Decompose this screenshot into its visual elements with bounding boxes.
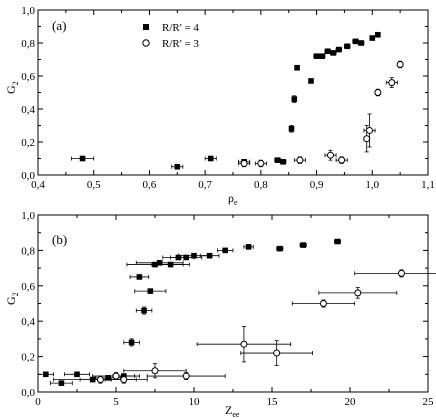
y-tick-label-b: 1,0: [21, 210, 35, 222]
data-point-circle: [240, 340, 248, 348]
data-point-square: [308, 78, 314, 84]
y-tick-label-a: 0,0: [21, 170, 35, 182]
plot-frame-b: [37, 214, 429, 393]
data-point-square: [330, 50, 337, 56]
data-point-square: [274, 157, 281, 163]
data-point-circle: [240, 159, 248, 167]
legend: R/R' = 4 R/R' = 3: [142, 22, 199, 50]
data-point-circle: [151, 367, 159, 375]
data-point-circle: [120, 376, 128, 384]
x-tick-label-a: 0,5: [87, 179, 101, 191]
data-point-square: [245, 244, 252, 250]
plot-frame-a: [37, 9, 429, 176]
y-tick-label-a: 0,6: [21, 71, 35, 83]
data-point-circle: [182, 372, 190, 380]
data-point-circle: [388, 79, 396, 87]
data-point-circle: [96, 376, 104, 384]
data-point-square: [58, 380, 65, 386]
data-point-circle: [327, 151, 334, 159]
data-point-circle: [396, 60, 404, 68]
data-point-circle: [366, 126, 373, 134]
y-tick-label-a: 0,4: [21, 104, 35, 116]
data-point-square: [319, 53, 325, 59]
data-point-square: [128, 339, 135, 346]
x-tick-label-a: 0,8: [254, 179, 268, 191]
y-tick-label-a: 0,8: [21, 38, 35, 50]
data-point-square: [222, 247, 228, 254]
panel-label-a: (a): [52, 18, 66, 33]
y-tick-label-b: 0,8: [21, 245, 35, 257]
legend-marker-filled-square: [143, 24, 149, 30]
data-point-square: [277, 245, 283, 252]
data-point-square: [156, 259, 163, 266]
y-axis-label-b: G2: [4, 292, 20, 305]
data-point-circle: [374, 89, 382, 96]
data-point-square: [43, 371, 49, 378]
data-point-circle: [354, 289, 362, 297]
x-tick-label-a: 0,4: [31, 179, 45, 191]
x-tick-label-b: 25: [423, 396, 435, 408]
data-point-circle: [112, 372, 120, 380]
data-point-square: [352, 38, 359, 45]
data-point-square: [300, 242, 306, 248]
x-axis-label-a: ρe: [228, 191, 238, 207]
y-tick-label-b: 0,0: [21, 387, 35, 399]
data-point-circle: [296, 156, 304, 164]
data-point-square: [206, 252, 213, 259]
legend-marker-open-circle: [142, 39, 150, 47]
data-point-square: [183, 254, 189, 261]
y-tick-label-b: 0,6: [21, 281, 35, 293]
x-tick-label-b: 10: [189, 396, 201, 408]
data-point-square: [74, 371, 80, 378]
data-point-circle: [338, 156, 346, 164]
data-point-square: [336, 46, 342, 53]
x-axis-label-b: Zee: [225, 403, 240, 418]
data-point-square: [358, 40, 364, 46]
y-axis-label-a: G2: [4, 81, 20, 94]
data-point-square: [313, 53, 320, 59]
legend-label-series-1: R/R' = 4: [162, 22, 199, 34]
data-point-circle: [397, 269, 405, 277]
y-tick-label-b: 0,2: [21, 352, 35, 364]
data-point-square: [324, 48, 331, 55]
data-point-square: [141, 307, 147, 314]
y-tick-label-a: 0,2: [21, 137, 35, 149]
y-tick-label-b: 0,4: [21, 316, 35, 328]
chart-a: (a) R/R' = 4 R/R' = 3 G2 ρe 0,4 0,5 0,6 0,7…: [4, 5, 435, 207]
data-point-square: [344, 43, 351, 50]
x-tick-label-a: 0,9: [310, 179, 324, 191]
data-point-square: [375, 31, 381, 38]
x-tick-label-a: 1,0: [365, 179, 379, 191]
x-tick-label-b: 15: [267, 396, 279, 408]
chart-b: (b) G2 Zee 0 5 10 15 20 25 0,0 0,2 0,4 0,6 0,8 1,0: [4, 210, 436, 418]
data-point-square: [191, 252, 197, 259]
data-point-square: [147, 288, 154, 294]
x-tick-label-b: 20: [345, 396, 357, 408]
x-tick-label-b: 5: [113, 396, 119, 408]
data-point-square: [334, 238, 341, 245]
data-point-square: [136, 274, 143, 280]
panel-label-b: (b): [52, 232, 67, 247]
legend-label-series-2: R/R' = 3: [162, 38, 199, 50]
x-tick-label-a: 0,6: [143, 179, 157, 191]
data-point-circle: [257, 159, 265, 167]
data-point-circle: [363, 135, 371, 143]
data-point-square: [294, 64, 300, 71]
data-point-circle: [319, 300, 327, 307]
data-point-square: [79, 155, 86, 162]
data-point-square: [105, 375, 111, 381]
data-point-square: [207, 155, 214, 162]
data-point-square: [174, 163, 181, 170]
data-point-square: [369, 35, 376, 41]
data-point-square: [167, 261, 174, 268]
data-point-square: [280, 159, 286, 165]
data-point-square: [288, 126, 295, 132]
x-tick-label-a: 0,7: [198, 179, 212, 191]
data-point-circle: [273, 349, 281, 357]
x-tick-label-b: 0: [35, 396, 41, 408]
data-point-square: [291, 96, 298, 102]
y-tick-label-a: 1,0: [21, 5, 35, 17]
x-tick-label-a: 1,1: [421, 179, 435, 191]
